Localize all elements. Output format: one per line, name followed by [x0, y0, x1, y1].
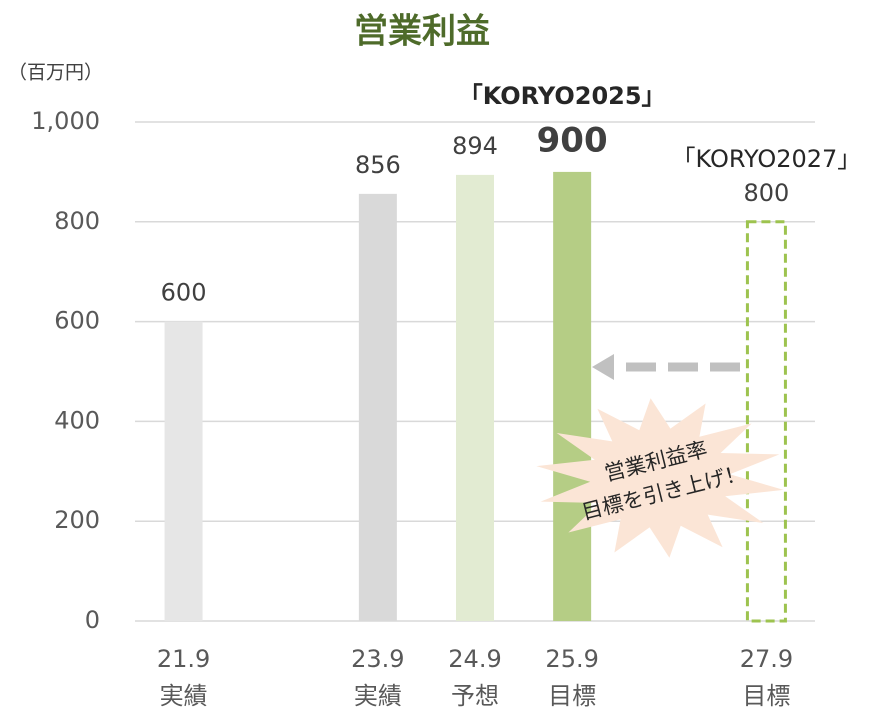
x-tick-note: 目標	[548, 682, 596, 710]
annotation: 「KORYO2025」	[459, 82, 666, 110]
x-tick-note: 実績	[160, 682, 208, 710]
value-label: 600	[161, 279, 207, 307]
annotation: 「KORYO2027」	[672, 145, 862, 173]
bar	[553, 171, 592, 621]
chart-title: 営業利益	[354, 12, 490, 52]
value-label: 900	[537, 120, 608, 160]
x-tick-label: 23.9	[351, 645, 404, 673]
x-tick-note: 予想	[451, 682, 499, 710]
x-tick-label: 25.9	[545, 645, 598, 673]
x-tick-note: 目標	[742, 682, 790, 710]
starburst	[536, 398, 784, 558]
y-unit-label: （百万円）	[8, 62, 103, 84]
bar	[456, 174, 494, 622]
y-tick-label: 600	[54, 307, 100, 335]
bar	[745, 220, 787, 623]
arrow-head	[592, 354, 614, 380]
value-label: 856	[355, 151, 401, 179]
value-label: 800	[744, 179, 790, 207]
bars	[164, 171, 787, 623]
y-tick-label: 0	[85, 606, 100, 634]
x-tick-label: 27.9	[740, 645, 793, 673]
x-tick-label: 21.9	[157, 645, 210, 673]
y-tick-label: 200	[54, 506, 100, 534]
x-tick-note: 実績	[354, 682, 402, 710]
y-tick-label: 800	[54, 207, 100, 235]
value-label: 894	[452, 132, 498, 160]
bar	[164, 321, 203, 621]
x-tick-label: 24.9	[448, 645, 501, 673]
y-tick-label: 400	[54, 406, 100, 434]
bar	[358, 193, 397, 621]
y-tick-label: 1,000	[31, 107, 100, 135]
